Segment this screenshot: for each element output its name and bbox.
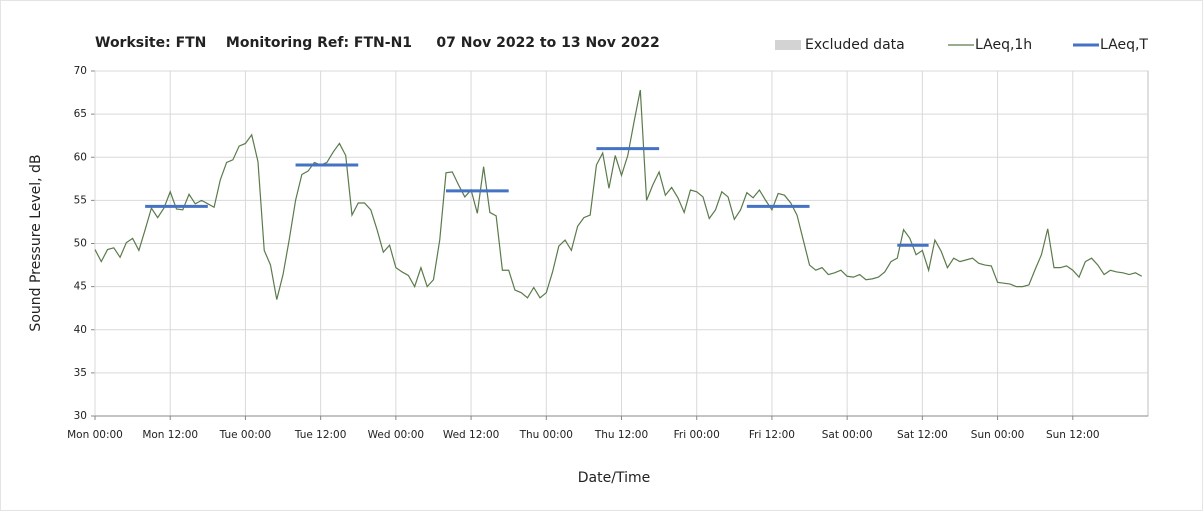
x-tick-label: Mon 00:00 — [67, 429, 123, 441]
legend-label: LAeq,1h — [975, 37, 1032, 53]
x-axis-label: Date/Time — [578, 470, 650, 486]
legend-swatch — [775, 40, 801, 50]
x-tick-label: Mon 12:00 — [142, 429, 198, 441]
y-tick-label: 65 — [74, 108, 87, 120]
legend-label: Excluded data — [805, 37, 905, 53]
y-tick-label: 40 — [74, 324, 87, 336]
x-tick-label: Sat 12:00 — [897, 429, 948, 441]
y-tick-label: 60 — [74, 151, 87, 163]
data-line — [94, 89, 1143, 300]
x-tick-label: Wed 00:00 — [368, 429, 425, 441]
x-tick-label: Sun 12:00 — [1046, 429, 1100, 441]
x-tick-label: Tue 12:00 — [294, 429, 347, 441]
x-tick-label: Fri 12:00 — [749, 429, 795, 441]
x-tick-label: Wed 12:00 — [443, 429, 500, 441]
x-tick-label: Fri 00:00 — [674, 429, 720, 441]
x-tick-label: Thu 00:00 — [519, 429, 573, 441]
chart-title: Worksite: FTN Monitoring Ref: FTN-N1 07 … — [95, 35, 660, 51]
y-tick-label: 45 — [74, 281, 87, 293]
x-tick-label: Sun 00:00 — [971, 429, 1025, 441]
x-tick-label: Tue 00:00 — [219, 429, 272, 441]
y-tick-label: 35 — [74, 367, 87, 379]
y-tick-label: 55 — [74, 194, 87, 206]
y-axis-label: Sound Pressure Level, dB — [28, 154, 44, 331]
legend-label: LAeq,T — [1100, 37, 1148, 53]
y-tick-label: 50 — [74, 238, 87, 250]
x-tick-label: Thu 12:00 — [594, 429, 648, 441]
x-tick-label: Sat 00:00 — [822, 429, 873, 441]
y-tick-label: 30 — [74, 410, 87, 422]
y-tick-label: 70 — [74, 65, 87, 77]
